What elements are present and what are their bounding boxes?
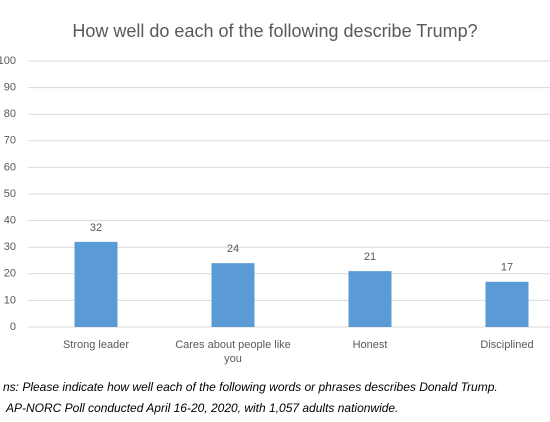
y-tick-label: 80: [4, 108, 16, 120]
x-tick-label: Honest: [352, 339, 388, 351]
chart-title: How well do each of the following descri…: [72, 21, 477, 41]
y-tick-label: 60: [4, 161, 16, 173]
data-label: 17: [501, 262, 513, 274]
data-label: 24: [227, 243, 239, 255]
x-tick-label: Cares about people like you: [175, 339, 291, 365]
y-tick-label: 70: [4, 135, 16, 147]
bar: [485, 281, 529, 327]
bar: [348, 271, 392, 327]
y-tick-label: 10: [4, 294, 16, 306]
bar: [74, 241, 118, 327]
y-tick-label: 30: [4, 241, 16, 253]
bar: [211, 263, 255, 327]
y-tick-label: 20: [4, 268, 16, 280]
note: ns: Please indicate how well each of the…: [3, 380, 498, 394]
data-label: 21: [364, 251, 376, 263]
y-tick-label: 40: [4, 215, 16, 227]
y-tick-label: 100: [0, 55, 16, 67]
y-tick-label: 50: [4, 188, 16, 200]
y-tick-label: 0: [10, 321, 16, 333]
data-label: 32: [90, 222, 102, 234]
x-tick-label: Strong leader: [62, 339, 130, 351]
y-tick-label: 90: [4, 82, 16, 94]
x-tick-label: Disciplined: [480, 339, 534, 351]
note: AP-NORC Poll conducted April 16-20, 2020…: [5, 401, 398, 415]
